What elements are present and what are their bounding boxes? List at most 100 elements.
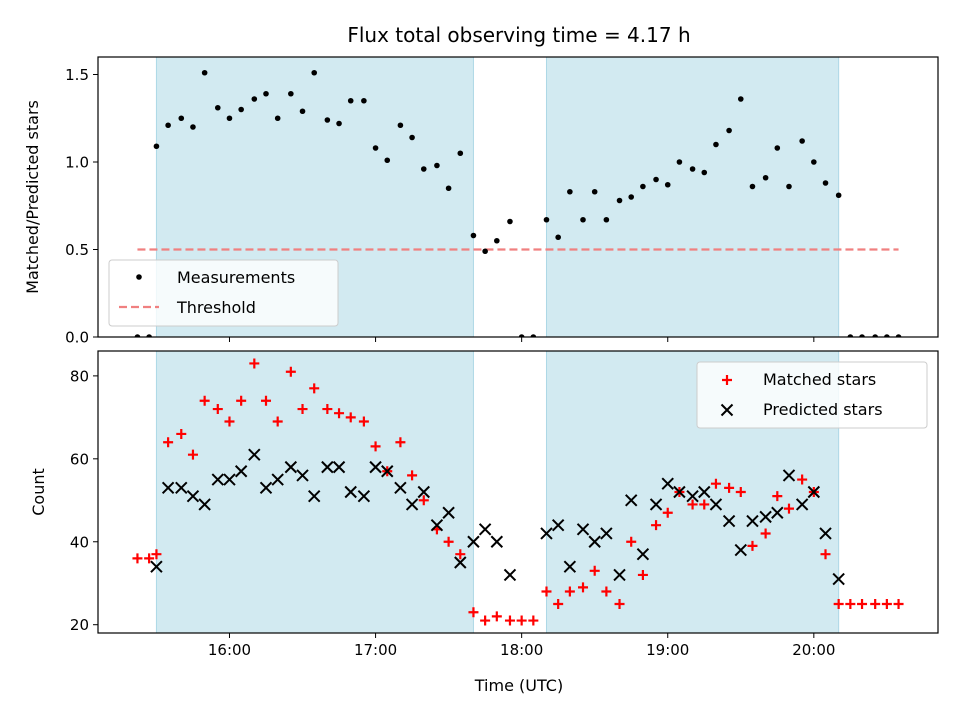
matched-stars-point (601, 586, 612, 597)
matched-stars-point (224, 416, 235, 427)
measurement-point (799, 138, 805, 144)
predicted-stars-point (417, 485, 430, 499)
predicted-stars-point (722, 514, 736, 528)
predicted-stars-point (625, 494, 638, 507)
measurement-point (507, 218, 513, 225)
measurement-point (263, 90, 269, 97)
predicted-stars-point (223, 473, 236, 486)
measurement-point (664, 181, 671, 188)
measurement-point (616, 197, 623, 204)
measurement-point (190, 124, 196, 130)
measurement-point (397, 122, 404, 129)
measurement-point (165, 122, 171, 129)
matched-stars-point (870, 598, 881, 609)
matched-stars-point (285, 366, 296, 377)
x-tick-label: 20:00 (792, 641, 835, 659)
predicted-stars-point (686, 489, 699, 503)
legend-predicted-label: Predicted stars (763, 400, 883, 419)
predicted-stars-point (234, 465, 248, 478)
matched-stars-point (710, 478, 721, 489)
legend-matched-label: Matched stars (763, 370, 876, 389)
matched-stars-point (541, 586, 552, 597)
matched-stars-point (322, 404, 333, 415)
measurement-point (580, 216, 586, 223)
matched-stars-point (797, 474, 808, 485)
predicted-stars-point (807, 485, 821, 499)
measurement-point (384, 157, 391, 164)
matched-stars-point (833, 598, 844, 609)
matched-stars-point (358, 416, 369, 427)
predicted-stars-point (746, 514, 759, 528)
predicted-stars-point (782, 469, 796, 482)
matched-stars-point (151, 549, 162, 560)
measurement-point (238, 106, 244, 113)
matched-stars-point (199, 395, 210, 406)
bottom-y-tick-label: 40 (70, 533, 89, 551)
matched-stars-point (747, 540, 758, 551)
matched-stars-point (845, 598, 856, 609)
matched-stars-point (345, 412, 356, 423)
matched-stars-point (735, 487, 746, 497)
matched-stars-point (395, 437, 406, 448)
predicted-stars-point (551, 518, 565, 532)
measurement-point (884, 334, 890, 337)
predicted-stars-point (175, 481, 188, 495)
legend-measurement-marker (136, 274, 142, 280)
top-series-1 (134, 69, 902, 337)
measurement-point (457, 150, 464, 157)
measurement-point (361, 97, 367, 104)
measurement-point (737, 96, 744, 102)
predicted-stars-point (394, 481, 407, 495)
measurement-point (434, 162, 440, 169)
measurement-point (713, 141, 719, 148)
measurement-point (835, 192, 842, 199)
measurement-point (372, 145, 379, 151)
measurement-point (811, 159, 817, 165)
bottom-plot-area (132, 351, 904, 633)
predicted-stars-point (161, 481, 175, 495)
predicted-stars-point (661, 477, 674, 490)
matched-stars-point (132, 553, 143, 564)
measurement-point (689, 166, 696, 172)
matched-stars-point (528, 615, 539, 626)
bottom-series-1 (132, 358, 904, 626)
top-y-tick-label: 1.5 (65, 66, 89, 84)
bottom-y-tick-label: 80 (70, 367, 89, 385)
legend-measurements-label: Measurements (177, 268, 295, 287)
measurement-point (347, 97, 354, 104)
measurement-point (445, 185, 452, 192)
matched-stars-point (893, 598, 904, 609)
predicted-stars-point (771, 506, 784, 519)
predicted-stars-point (442, 506, 455, 519)
matched-stars-point (144, 553, 155, 564)
predicted-stars-point (454, 556, 467, 569)
measurement-point (872, 334, 878, 337)
measurement-point (591, 188, 598, 195)
measurement-point (786, 183, 792, 190)
predicted-stars-point (284, 460, 298, 474)
matched-stars-point (480, 615, 491, 626)
matched-stars-point (272, 416, 283, 427)
measurement-point (311, 69, 318, 76)
matched-stars-point (724, 482, 735, 493)
matched-stars-point (176, 428, 187, 439)
predicted-stars-point (588, 535, 601, 548)
measurement-point (274, 115, 281, 122)
measurement-point (336, 120, 342, 127)
measurement-point (226, 115, 233, 122)
matched-stars-point (626, 536, 637, 547)
measurement-point (288, 90, 294, 97)
measurement-point (726, 127, 732, 134)
measurement-point (847, 334, 854, 337)
predicted-stars-point (734, 543, 747, 557)
predicted-stars-point (832, 572, 845, 586)
measurement-point (628, 194, 635, 200)
measurement-point (567, 188, 573, 195)
predicted-stars-point (321, 460, 334, 474)
matched-stars-point (163, 437, 174, 448)
predicted-stars-point (271, 473, 284, 486)
predicted-stars-point (186, 489, 200, 503)
matched-stars-point (553, 598, 564, 609)
measurement-point (299, 108, 306, 115)
measurement-point (251, 96, 258, 102)
